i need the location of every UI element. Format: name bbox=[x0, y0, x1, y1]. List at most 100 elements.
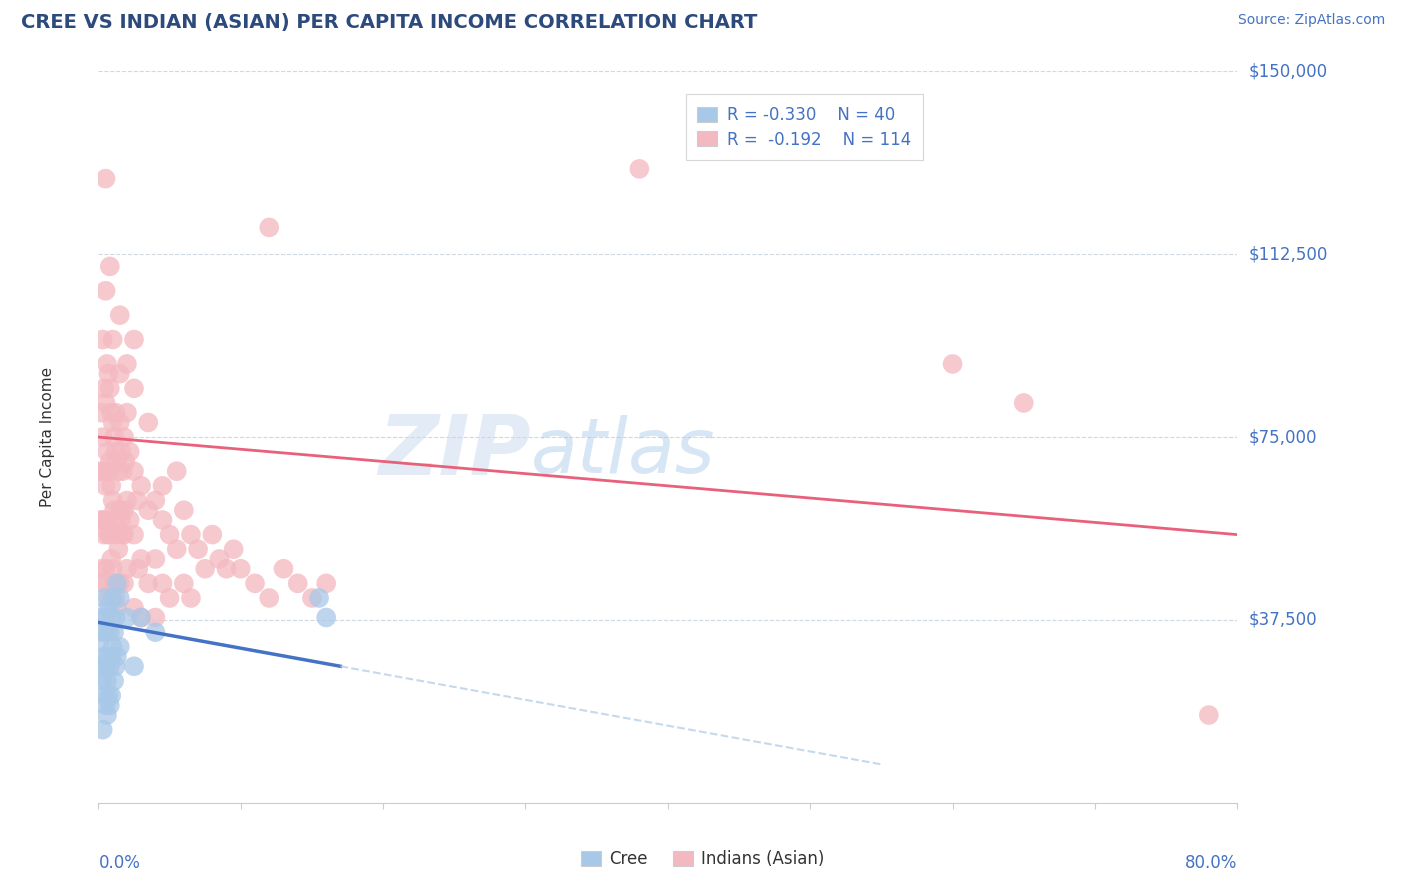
Point bbox=[103, 625, 125, 640]
Point bbox=[97, 367, 120, 381]
Legend: R = -0.330    N = 40, R =  -0.192    N = 114: R = -0.330 N = 40, R = -0.192 N = 114 bbox=[686, 95, 924, 161]
Point bbox=[115, 357, 138, 371]
Point bbox=[129, 479, 152, 493]
Point bbox=[194, 562, 217, 576]
Point bbox=[180, 591, 202, 605]
Point bbox=[90, 610, 112, 624]
Point bbox=[152, 576, 174, 591]
Point bbox=[259, 591, 281, 605]
Point bbox=[93, 464, 115, 478]
Point bbox=[136, 416, 159, 430]
Point bbox=[103, 576, 125, 591]
Point bbox=[100, 610, 122, 624]
Point bbox=[98, 260, 121, 274]
Point bbox=[98, 625, 121, 640]
Point bbox=[122, 381, 145, 395]
Point bbox=[104, 406, 127, 420]
Point bbox=[273, 562, 295, 576]
Point bbox=[101, 493, 124, 508]
Point bbox=[108, 367, 131, 381]
Point bbox=[93, 381, 115, 395]
Point bbox=[96, 673, 118, 688]
Point bbox=[315, 576, 337, 591]
Point bbox=[201, 527, 224, 541]
Point bbox=[122, 600, 145, 615]
Legend: Cree, Indians (Asian): Cree, Indians (Asian) bbox=[575, 844, 831, 875]
Point bbox=[94, 562, 117, 576]
Point bbox=[229, 562, 252, 576]
Point bbox=[118, 513, 141, 527]
Point bbox=[100, 649, 122, 664]
Point bbox=[103, 430, 125, 444]
Point bbox=[301, 591, 323, 605]
Point bbox=[112, 527, 135, 541]
Point bbox=[243, 576, 266, 591]
Point bbox=[108, 416, 131, 430]
Point bbox=[259, 220, 281, 235]
Point bbox=[96, 513, 118, 527]
Point bbox=[115, 406, 138, 420]
Point bbox=[145, 625, 167, 640]
Point bbox=[118, 444, 141, 458]
Point bbox=[129, 610, 152, 624]
Point bbox=[159, 527, 181, 541]
Point bbox=[91, 625, 114, 640]
Text: $150,000: $150,000 bbox=[1249, 62, 1327, 80]
Point bbox=[96, 708, 118, 723]
Point bbox=[93, 689, 115, 703]
Point bbox=[308, 591, 330, 605]
Point bbox=[287, 576, 309, 591]
Point bbox=[103, 673, 125, 688]
Point bbox=[1198, 708, 1220, 723]
Point bbox=[127, 562, 149, 576]
Point bbox=[97, 689, 120, 703]
Text: $75,000: $75,000 bbox=[1249, 428, 1317, 446]
Point bbox=[98, 527, 121, 541]
Point bbox=[110, 513, 132, 527]
Point bbox=[94, 698, 117, 713]
Text: $37,500: $37,500 bbox=[1249, 611, 1317, 629]
Point bbox=[136, 503, 159, 517]
Point bbox=[94, 479, 117, 493]
Point bbox=[122, 464, 145, 478]
Point bbox=[107, 542, 129, 557]
Point bbox=[90, 513, 112, 527]
Point bbox=[96, 357, 118, 371]
Point bbox=[112, 430, 135, 444]
Point bbox=[90, 659, 112, 673]
Point bbox=[180, 527, 202, 541]
Point bbox=[104, 591, 127, 605]
Point bbox=[112, 503, 135, 517]
Point bbox=[91, 513, 114, 527]
Point bbox=[215, 562, 238, 576]
Point bbox=[166, 464, 188, 478]
Point bbox=[98, 454, 121, 468]
Point bbox=[108, 503, 131, 517]
Point bbox=[108, 308, 131, 322]
Point bbox=[111, 527, 134, 541]
Point bbox=[97, 600, 120, 615]
Point bbox=[129, 610, 152, 624]
Point bbox=[97, 464, 120, 478]
Point bbox=[222, 542, 245, 557]
Point bbox=[104, 513, 127, 527]
Point bbox=[101, 333, 124, 347]
Point bbox=[105, 649, 128, 664]
Point bbox=[90, 406, 112, 420]
Point bbox=[105, 527, 128, 541]
Point bbox=[114, 454, 136, 468]
Point bbox=[94, 171, 117, 186]
Point bbox=[91, 673, 114, 688]
Point bbox=[187, 542, 209, 557]
Point bbox=[136, 576, 159, 591]
Text: 0.0%: 0.0% bbox=[98, 854, 141, 872]
Point bbox=[100, 479, 122, 493]
Point bbox=[89, 635, 111, 649]
Point bbox=[108, 576, 131, 591]
Point bbox=[101, 562, 124, 576]
Point bbox=[145, 610, 167, 624]
Point bbox=[115, 610, 138, 624]
Point bbox=[98, 698, 121, 713]
Point bbox=[942, 357, 965, 371]
Point bbox=[152, 513, 174, 527]
